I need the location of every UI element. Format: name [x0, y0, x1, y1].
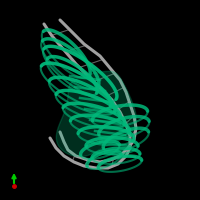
Polygon shape: [56, 71, 136, 157]
